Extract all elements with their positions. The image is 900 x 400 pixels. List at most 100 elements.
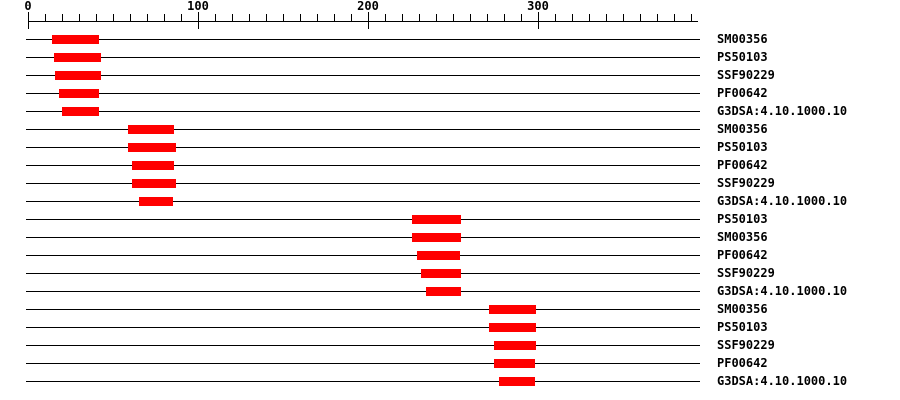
ruler-minor-tick [674, 14, 675, 22]
match-span-bar [58, 88, 100, 98]
ruler-minor-tick [130, 14, 131, 22]
ruler-axis-line [28, 21, 698, 22]
ruler-minor-tick [266, 14, 267, 22]
ruler-minor-tick [181, 14, 182, 22]
ruler-minor-tick [623, 14, 624, 22]
signature-accession-label: SSF90229 [717, 68, 775, 82]
match-span-bar [417, 250, 460, 260]
ruler-minor-tick [164, 14, 165, 22]
ruler-minor-tick [504, 14, 505, 22]
ruler-minor-tick [45, 14, 46, 22]
ruler-minor-tick [521, 14, 522, 22]
match-span-bar [493, 358, 535, 368]
signature-accession-label: SM00356 [717, 32, 768, 46]
match-row: PS50103 [0, 48, 900, 66]
sequence-line [26, 74, 700, 76]
ruler-minor-tick [351, 14, 352, 22]
sequence-line [26, 200, 700, 202]
match-span-bar [488, 304, 537, 314]
sequence-line [26, 56, 700, 58]
match-row: PS50103 [0, 210, 900, 228]
signature-accession-label: G3DSA:4.10.1000.10 [717, 104, 848, 118]
sequence-line [26, 308, 700, 310]
match-row: SM00356 [0, 30, 900, 48]
signature-accession-label: PF00642 [717, 248, 768, 262]
signature-accession-label: PS50103 [717, 140, 768, 154]
match-span-bar [412, 232, 462, 242]
ruler-minor-tick [419, 14, 420, 22]
ruler-tick-label: 0 [24, 0, 32, 13]
ruler-minor-tick [62, 14, 63, 22]
sequence-line [26, 128, 700, 130]
signature-accession-label: PS50103 [717, 320, 768, 334]
match-row: SSF90229 [0, 336, 900, 354]
match-span-bar [425, 286, 462, 296]
match-row: PF00642 [0, 156, 900, 174]
ruler-minor-tick [453, 14, 454, 22]
sequence-line [26, 254, 700, 256]
signature-accession-label: SM00356 [717, 122, 768, 136]
match-row: G3DSA:4.10.1000.10 [0, 282, 900, 300]
match-span-bar [131, 178, 176, 188]
sequence-line [26, 218, 700, 220]
ruler-minor-tick [470, 14, 471, 22]
match-span-bar [498, 376, 535, 386]
ruler-minor-tick [96, 14, 97, 22]
match-row: G3DSA:4.10.1000.10 [0, 372, 900, 390]
ruler-minor-tick [283, 14, 284, 22]
match-row: PF00642 [0, 84, 900, 102]
match-row: SSF90229 [0, 66, 900, 84]
ruler-major-tick [198, 12, 199, 29]
match-row: PF00642 [0, 354, 900, 372]
sequence-line [26, 146, 700, 148]
signature-accession-label: PF00642 [717, 86, 768, 100]
match-row: PS50103 [0, 138, 900, 156]
ruler-minor-tick [640, 14, 641, 22]
match-span-bar [493, 340, 537, 350]
signature-accession-label: G3DSA:4.10.1000.10 [717, 374, 848, 388]
sequence-line [26, 272, 700, 274]
match-span-bar [128, 142, 176, 152]
match-span-bar [488, 322, 537, 332]
ruler-tick-label: 200 [357, 0, 379, 13]
sequence-line [26, 110, 700, 112]
signature-accession-label: SM00356 [717, 230, 768, 244]
sequence-line [26, 380, 700, 382]
signature-accession-label: SSF90229 [717, 266, 775, 280]
signature-accession-label: PF00642 [717, 356, 768, 370]
match-row: PS50103 [0, 318, 900, 336]
sequence-line [26, 182, 700, 184]
ruler-major-tick [538, 12, 539, 29]
sequence-line [26, 236, 700, 238]
match-span-bar [55, 70, 102, 80]
ruler-minor-tick [487, 14, 488, 22]
ruler-minor-tick [249, 14, 250, 22]
sequence-line [26, 92, 700, 94]
ruler-minor-tick [572, 14, 573, 22]
match-row: G3DSA:4.10.1000.10 [0, 192, 900, 210]
ruler-minor-tick [385, 14, 386, 22]
match-span-bar [412, 214, 462, 224]
ruler-minor-tick [300, 14, 301, 22]
signature-accession-label: PS50103 [717, 50, 768, 64]
ruler-minor-tick [113, 14, 114, 22]
ruler-minor-tick [657, 14, 658, 22]
sequence-line [26, 38, 700, 40]
sequence-line [26, 362, 700, 364]
ruler-minor-tick [317, 14, 318, 22]
ruler-tick-label: 300 [527, 0, 549, 13]
ruler-minor-tick [691, 14, 692, 22]
ruler-major-tick [28, 12, 29, 29]
ruler-minor-tick [589, 14, 590, 22]
ruler-minor-tick [606, 14, 607, 22]
ruler-minor-tick [147, 14, 148, 22]
match-span-bar [420, 268, 462, 278]
match-row: SSF90229 [0, 264, 900, 282]
match-row: G3DSA:4.10.1000.10 [0, 102, 900, 120]
ruler-minor-tick [555, 14, 556, 22]
ruler-tick-label: 100 [187, 0, 209, 13]
match-row: SM00356 [0, 300, 900, 318]
ruler-minor-tick [215, 14, 216, 22]
sequence-line [26, 290, 700, 292]
signature-accession-label: G3DSA:4.10.1000.10 [717, 194, 848, 208]
